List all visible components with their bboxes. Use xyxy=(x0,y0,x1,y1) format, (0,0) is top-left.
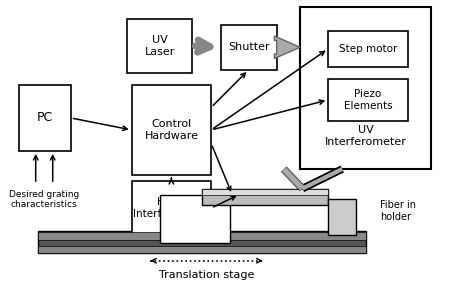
Text: Shutter: Shutter xyxy=(228,42,269,52)
Bar xyxy=(38,246,365,253)
Bar xyxy=(328,31,408,67)
Bar xyxy=(38,232,365,240)
Bar xyxy=(220,25,277,70)
Text: HeNe
Interferometer: HeNe Interferometer xyxy=(133,197,210,219)
Bar xyxy=(202,188,328,205)
Bar xyxy=(127,19,192,73)
Bar xyxy=(132,85,211,175)
Bar xyxy=(328,79,408,121)
Bar xyxy=(160,194,230,243)
Text: Step motor: Step motor xyxy=(339,44,397,54)
Text: Piezo
Elements: Piezo Elements xyxy=(344,89,392,111)
Bar xyxy=(132,181,211,235)
Bar xyxy=(38,231,365,253)
Text: Control
Hardware: Control Hardware xyxy=(145,119,199,141)
Text: UV
Interferometer: UV Interferometer xyxy=(325,125,407,147)
Bar xyxy=(300,7,431,169)
Text: UV
Laser: UV Laser xyxy=(145,35,175,56)
Polygon shape xyxy=(274,36,300,59)
Text: Translation stage: Translation stage xyxy=(159,270,254,280)
Bar xyxy=(328,199,356,235)
Text: Desired grating
characteristics: Desired grating characteristics xyxy=(9,190,79,210)
Text: PC: PC xyxy=(37,111,53,124)
Bar xyxy=(202,188,328,194)
Bar xyxy=(19,85,71,151)
Text: Fiber in
holder: Fiber in holder xyxy=(380,200,416,222)
